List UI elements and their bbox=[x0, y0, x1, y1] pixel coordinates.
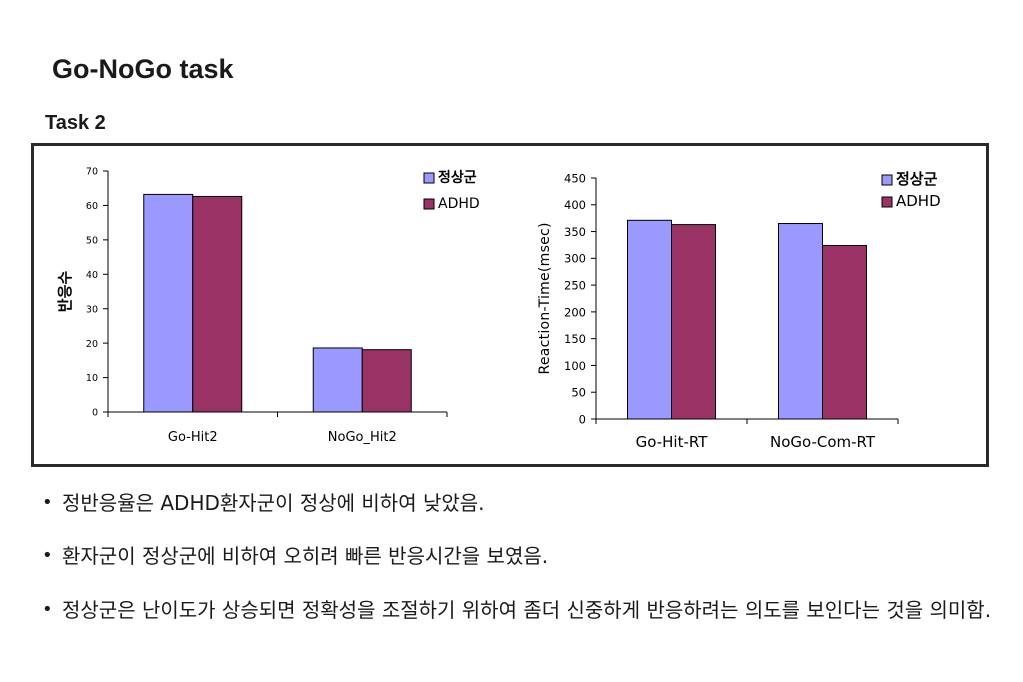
y-tick-label: 300 bbox=[564, 252, 586, 266]
y-tick-label: 0 bbox=[92, 408, 98, 419]
bullet-text: 정상군은 난이도가 상승되면 정확성을 조절하기 위하여 좀더 신중하게 반응하… bbox=[62, 598, 992, 622]
y-tick-label: 450 bbox=[564, 171, 586, 185]
legend-swatch bbox=[881, 174, 893, 186]
y-tick-label: 20 bbox=[86, 339, 98, 350]
legend-label: 정상군 bbox=[438, 169, 477, 186]
y-tick-label: 30 bbox=[86, 304, 98, 315]
bar-normal bbox=[627, 219, 672, 420]
y-tick-label: 60 bbox=[86, 201, 98, 212]
y-tick-label: 350 bbox=[564, 225, 586, 239]
bar-normal bbox=[143, 193, 194, 413]
y-axis-label: Reaction-Time(msec) bbox=[537, 223, 553, 375]
y-tick-label: 150 bbox=[564, 332, 586, 346]
bullet-item: • 정상군은 난이도가 상승되면 정확성을 조절하기 위하여 좀더 신중하게 반… bbox=[42, 597, 992, 623]
bar-adhd bbox=[361, 349, 412, 413]
bar-normal bbox=[312, 347, 363, 413]
task-subtitle: Task 2 bbox=[45, 112, 106, 134]
bullet-text: 정반응율은 ADHD환자군이 정상에 비하여 낮았음. bbox=[62, 491, 485, 515]
bullet-dot: • bbox=[42, 545, 53, 566]
y-tick-label: 400 bbox=[564, 198, 586, 212]
x-category-label: NoGo_Hit2 bbox=[328, 430, 397, 445]
chart-frame bbox=[31, 143, 989, 467]
y-tick-label: 70 bbox=[86, 167, 98, 178]
bar-normal bbox=[778, 223, 823, 420]
x-category-label: NoGo-Com-RT bbox=[770, 433, 876, 451]
bullet-item: • 정반응율은 ADHD환자군이 정상에 비하여 낮았음. bbox=[42, 490, 485, 516]
bullet-dot: • bbox=[42, 492, 53, 513]
legend-swatch bbox=[423, 198, 435, 210]
x-category-label: Go-Hit2 bbox=[168, 430, 218, 445]
x-category-label: Go-Hit-RT bbox=[636, 433, 709, 451]
bar-adhd bbox=[822, 244, 867, 420]
y-tick-label: 200 bbox=[564, 305, 586, 319]
y-tick-label: 100 bbox=[564, 359, 586, 373]
bar-adhd bbox=[671, 224, 716, 420]
bar-adhd bbox=[192, 195, 243, 413]
legend-label: 정상군 bbox=[896, 170, 938, 188]
legend-label: ADHD bbox=[438, 196, 480, 212]
bullet-text: 환자군이 정상군에 비하여 오히려 빠른 반응시간을 보였음. bbox=[62, 544, 549, 568]
y-axis-label: 반응수 bbox=[56, 271, 74, 313]
page-title: Go-NoGo task bbox=[52, 54, 234, 84]
y-tick-label: 40 bbox=[86, 270, 98, 281]
bullet-item: • 환자군이 정상군에 비하여 오히려 빠른 반응시간을 보였음. bbox=[42, 543, 548, 569]
y-tick-label: 50 bbox=[571, 386, 586, 400]
y-tick-label: 10 bbox=[86, 373, 98, 384]
legend-label: ADHD bbox=[896, 192, 941, 210]
legend-swatch bbox=[881, 196, 893, 208]
y-tick-label: 0 bbox=[579, 412, 586, 426]
y-tick-label: 50 bbox=[86, 235, 98, 246]
legend-swatch bbox=[423, 172, 435, 184]
y-tick-label: 250 bbox=[564, 278, 586, 292]
bullet-dot: • bbox=[42, 599, 53, 620]
